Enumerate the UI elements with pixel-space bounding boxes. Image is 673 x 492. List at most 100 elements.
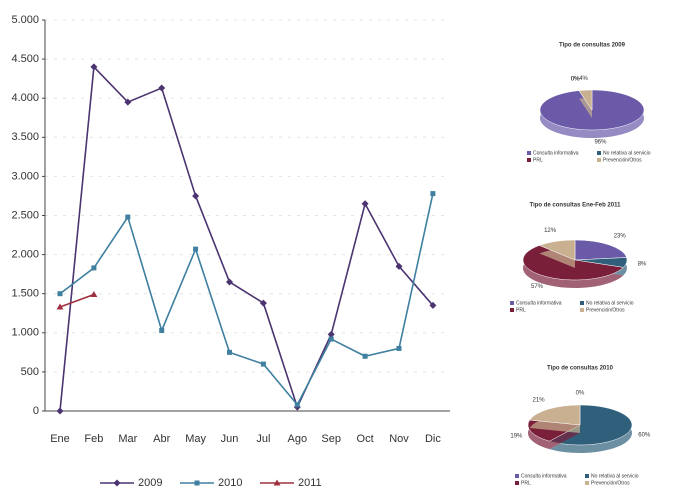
legend-label: Consulta informativa [516, 300, 562, 306]
y-tick-label: 2.000 [11, 249, 39, 261]
marker [429, 301, 437, 309]
x-tick-label: Abr [153, 433, 170, 445]
legend-label: 2010 [218, 477, 242, 489]
legend-label: Prevención/Otros [591, 480, 630, 486]
marker [113, 479, 121, 487]
legend-swatch [585, 481, 589, 485]
pie-slice [578, 89, 593, 111]
pie-slice [529, 404, 581, 426]
y-tick-label: 3.500 [11, 131, 39, 143]
pie-label: 0% [571, 77, 580, 83]
pie-title: Tipo de consultas 2009 [559, 43, 626, 49]
legend-label: No relativa al servicio [603, 150, 651, 156]
pie-label: 0% [571, 77, 580, 83]
y-tick-label: 500 [21, 366, 39, 378]
legend-swatch [527, 151, 531, 155]
marker [90, 290, 98, 297]
legend-swatch [510, 301, 514, 305]
marker [91, 265, 97, 271]
y-tick-label: 1.500 [11, 288, 39, 300]
pie-label: 21% [533, 397, 546, 403]
marker [260, 361, 266, 367]
x-tick-label: Feb [84, 433, 103, 445]
pie-label: 4% [579, 76, 588, 82]
y-tick-label: 3.000 [11, 170, 39, 182]
pie-slice-group [538, 239, 576, 268]
pie-slice-group [578, 89, 593, 118]
marker [328, 336, 334, 342]
marker [273, 479, 281, 486]
pie-slice-group [529, 404, 581, 433]
marker [193, 246, 199, 252]
x-tick-label: Sep [321, 433, 341, 445]
legend-label: PRL [521, 480, 531, 486]
marker [158, 84, 166, 92]
legend-label: No relativa al servicio [591, 473, 639, 479]
y-tick-label: 1.000 [11, 327, 39, 339]
marker [56, 303, 64, 310]
series-line [59, 193, 434, 407]
legend-swatch [580, 301, 584, 305]
y-tick-label: 0 [33, 405, 39, 417]
pie-title: Tipo de consultas 2010 [547, 366, 614, 372]
pie-label: 0% [576, 391, 585, 397]
pie-title: Tipo de consultas Ene-Feb 2011 [530, 203, 622, 209]
legend-swatch [515, 481, 519, 485]
pie-label: 19% [510, 433, 523, 439]
pie-label: 8% [638, 262, 647, 268]
marker [57, 291, 63, 297]
pie-label: 23% [614, 234, 627, 240]
x-tick-label: Dic [425, 433, 441, 445]
marker [90, 63, 98, 71]
pie-slice [574, 239, 627, 261]
legend-label: 2011 [298, 477, 322, 489]
marker [192, 192, 200, 200]
x-tick-label: Oct [357, 433, 374, 445]
legend-label: Prevención/Otros [603, 157, 642, 163]
marker [259, 299, 267, 307]
series-line [59, 65, 434, 412]
marker [124, 98, 132, 106]
y-tick-label: 4.000 [11, 92, 39, 104]
marker [327, 330, 335, 338]
pie-label: 60% [638, 432, 651, 438]
legend-label: PRL [516, 307, 526, 313]
marker [194, 480, 200, 486]
pie-label: 12% [544, 228, 557, 234]
pie-slice [538, 239, 576, 261]
legend-label: PRL [533, 157, 543, 163]
x-tick-label: Mar [118, 433, 137, 445]
marker [294, 402, 300, 408]
y-tick-label: 4.500 [11, 53, 39, 65]
legend-label: Prevención/Otros [586, 307, 625, 313]
x-tick-label: Jun [221, 433, 239, 445]
marker [159, 327, 165, 333]
legend-label: Consulta informativa [521, 473, 567, 479]
y-tick-label: 2.500 [11, 209, 39, 221]
pie-label: 96% [594, 139, 607, 145]
x-tick-label: Nov [389, 433, 409, 445]
marker [226, 278, 233, 286]
marker [227, 349, 232, 355]
marker [56, 407, 64, 415]
series-line [59, 293, 95, 308]
legend-label: 2009 [138, 477, 162, 489]
x-tick-label: Ene [50, 433, 70, 445]
x-tick-label: Ago [288, 433, 308, 445]
legend-swatch [597, 158, 601, 162]
legend-label: No relativa al servicio [586, 300, 634, 306]
x-tick-label: Jul [256, 433, 270, 445]
legend-label: Consulta informativa [533, 150, 579, 156]
y-tick-label: 5.000 [11, 14, 39, 26]
legend-swatch [510, 308, 514, 312]
x-tick-label: May [185, 433, 206, 445]
pie-label: 57% [531, 284, 544, 290]
marker [125, 214, 131, 220]
legend-swatch [515, 474, 519, 478]
marker [430, 191, 436, 197]
marker [395, 262, 403, 270]
legend-swatch [527, 158, 531, 162]
legend-swatch [597, 151, 601, 155]
legend-swatch [580, 308, 584, 312]
